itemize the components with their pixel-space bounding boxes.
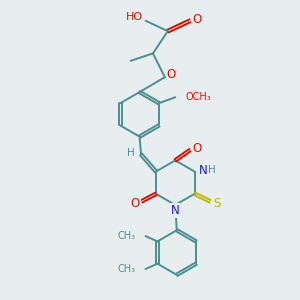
Text: CH₃: CH₃ bbox=[118, 264, 136, 274]
Text: H: H bbox=[127, 148, 135, 158]
Text: N: N bbox=[171, 204, 180, 217]
Text: O: O bbox=[167, 68, 176, 81]
Text: N: N bbox=[199, 164, 207, 177]
Text: O: O bbox=[192, 13, 201, 26]
Text: H: H bbox=[208, 165, 216, 175]
Text: OCH₃: OCH₃ bbox=[186, 92, 211, 102]
Text: S: S bbox=[213, 197, 220, 210]
Text: CH₃: CH₃ bbox=[118, 231, 136, 241]
Text: O: O bbox=[130, 197, 140, 210]
Text: O: O bbox=[192, 142, 201, 155]
Text: HO: HO bbox=[126, 12, 143, 22]
